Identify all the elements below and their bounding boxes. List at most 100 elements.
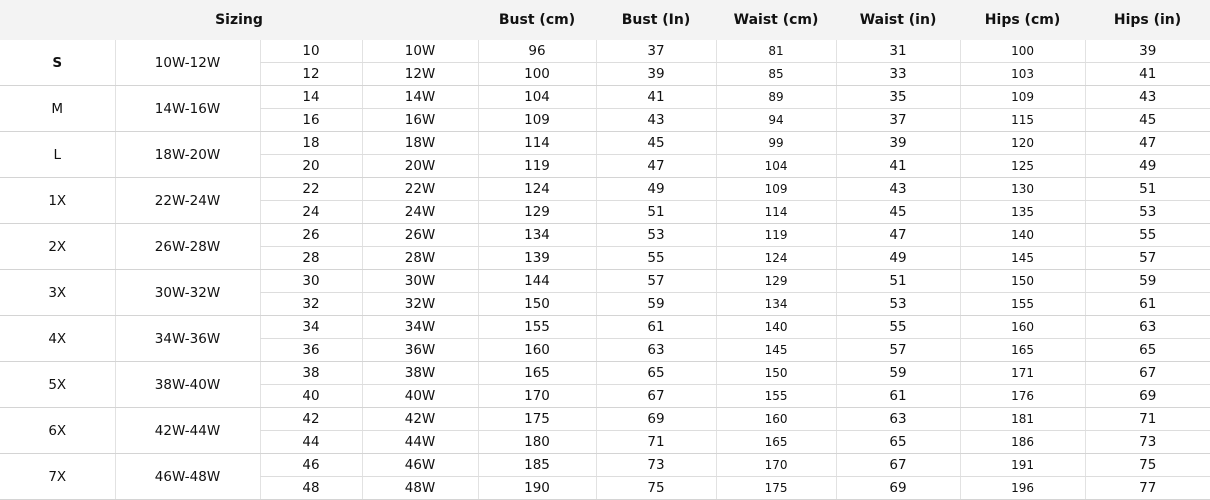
header-waist-cm: Waist (cm) xyxy=(716,0,837,40)
table-row: L 18W-20W 18 18W 114 45 99 39 120 47 xyxy=(0,131,1210,178)
size-label: 3X xyxy=(0,269,115,316)
waist-in: 59 xyxy=(835,361,961,385)
table-row: 44 44W 180 71 165 65 186 73 xyxy=(0,430,1210,454)
bust-cm: 144 xyxy=(477,269,597,293)
waist-cm: 140 xyxy=(715,315,837,339)
bust-in: 45 xyxy=(595,131,717,155)
waist-in: 57 xyxy=(835,338,961,362)
waist-cm: 170 xyxy=(715,453,837,477)
hips-in: 59 xyxy=(1084,269,1210,293)
header-hips-in: Hips (in) xyxy=(1085,0,1210,40)
size-number: 36 xyxy=(259,338,362,362)
waist-cm: 114 xyxy=(715,200,837,224)
bust-cm: 109 xyxy=(477,108,597,132)
hips-in: 65 xyxy=(1084,338,1210,362)
table-row: 24 24W 129 51 114 45 135 53 xyxy=(0,200,1210,224)
size-w: 46W xyxy=(361,453,479,477)
size-range: 38W-40W xyxy=(114,361,260,408)
size-w: 48W xyxy=(361,476,479,500)
bust-cm: 175 xyxy=(477,407,597,431)
waist-in: 49 xyxy=(835,246,961,270)
waist-in: 45 xyxy=(835,200,961,224)
bust-in: 67 xyxy=(595,384,717,408)
bust-cm: 100 xyxy=(477,62,597,86)
size-w: 12W xyxy=(361,62,479,86)
bust-in: 59 xyxy=(595,292,717,316)
waist-cm: 129 xyxy=(715,269,837,293)
size-w: 30W xyxy=(361,269,479,293)
waist-in: 63 xyxy=(835,407,961,431)
bust-in: 73 xyxy=(595,453,717,477)
size-range: 10W-12W xyxy=(114,40,260,86)
hips-cm: 135 xyxy=(959,200,1086,224)
hips-cm: 120 xyxy=(959,131,1086,155)
waist-cm: 145 xyxy=(715,338,837,362)
size-number: 48 xyxy=(259,476,362,500)
bust-in: 43 xyxy=(595,108,717,132)
table-row: 32 32W 150 59 134 53 155 61 xyxy=(0,292,1210,316)
size-number: 22 xyxy=(259,177,362,201)
size-label: 7X xyxy=(0,453,115,500)
size-w: 32W xyxy=(361,292,479,316)
waist-cm: 175 xyxy=(715,476,837,500)
hips-in: 41 xyxy=(1084,62,1210,86)
size-number: 32 xyxy=(259,292,362,316)
size-label: 1X xyxy=(0,177,115,224)
hips-cm: 196 xyxy=(959,476,1086,500)
hips-in: 45 xyxy=(1084,108,1210,132)
size-label: 2X xyxy=(0,223,115,270)
hips-cm: 176 xyxy=(959,384,1086,408)
size-number: 24 xyxy=(259,200,362,224)
hips-in: 53 xyxy=(1084,200,1210,224)
bust-cm: 139 xyxy=(477,246,597,270)
bust-cm: 185 xyxy=(477,453,597,477)
size-number: 38 xyxy=(259,361,362,385)
waist-cm: 134 xyxy=(715,292,837,316)
size-w: 16W xyxy=(361,108,479,132)
hips-in: 51 xyxy=(1084,177,1210,201)
header-waist-in: Waist (in) xyxy=(836,0,961,40)
size-number: 44 xyxy=(259,430,362,454)
table-row: 36 36W 160 63 145 57 165 65 xyxy=(0,338,1210,362)
waist-in: 65 xyxy=(835,430,961,454)
bust-in: 65 xyxy=(595,361,717,385)
waist-cm: 89 xyxy=(715,85,837,109)
bust-in: 71 xyxy=(595,430,717,454)
waist-in: 33 xyxy=(835,62,961,86)
hips-cm: 165 xyxy=(959,338,1086,362)
hips-in: 57 xyxy=(1084,246,1210,270)
bust-cm: 180 xyxy=(477,430,597,454)
size-label: 5X xyxy=(0,361,115,408)
waist-cm: 119 xyxy=(715,223,837,247)
size-range: 42W-44W xyxy=(114,407,260,454)
waist-in: 41 xyxy=(835,154,961,178)
size-number: 12 xyxy=(259,62,362,86)
header-bust-in: Bust (In) xyxy=(596,0,717,40)
waist-in: 39 xyxy=(835,131,961,155)
size-range: 18W-20W xyxy=(114,131,260,178)
bust-cm: 124 xyxy=(477,177,597,201)
hips-in: 39 xyxy=(1084,40,1210,63)
bust-cm: 190 xyxy=(477,476,597,500)
bust-in: 53 xyxy=(595,223,717,247)
waist-cm: 85 xyxy=(715,62,837,86)
waist-cm: 150 xyxy=(715,361,837,385)
waist-in: 37 xyxy=(835,108,961,132)
table-row: 28 28W 139 55 124 49 145 57 xyxy=(0,246,1210,270)
hips-cm: 171 xyxy=(959,361,1086,385)
size-number: 16 xyxy=(259,108,362,132)
size-label: 6X xyxy=(0,407,115,454)
table-row: 4X 34W-36W 34 34W 155 61 140 55 160 63 xyxy=(0,315,1210,362)
header-hips-cm: Hips (cm) xyxy=(960,0,1086,40)
waist-in: 67 xyxy=(835,453,961,477)
size-w: 22W xyxy=(361,177,479,201)
table-row: 48 48W 190 75 175 69 196 77 xyxy=(0,476,1210,500)
size-number: 34 xyxy=(259,315,362,339)
size-label: M xyxy=(0,85,115,132)
bust-in: 49 xyxy=(595,177,717,201)
size-w: 20W xyxy=(361,154,479,178)
waist-cm: 99 xyxy=(715,131,837,155)
hips-in: 75 xyxy=(1084,453,1210,477)
waist-cm: 109 xyxy=(715,177,837,201)
table-row: 3X 30W-32W 30 30W 144 57 129 51 150 59 xyxy=(0,269,1210,316)
